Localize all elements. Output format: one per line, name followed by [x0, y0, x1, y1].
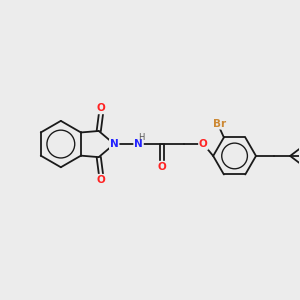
Text: O: O: [158, 162, 166, 172]
Text: Br: Br: [213, 119, 226, 129]
Text: O: O: [97, 175, 106, 185]
Text: O: O: [199, 139, 208, 149]
Text: O: O: [97, 103, 106, 113]
Text: N: N: [110, 139, 118, 149]
Text: N: N: [134, 139, 143, 149]
Text: H: H: [138, 133, 144, 142]
